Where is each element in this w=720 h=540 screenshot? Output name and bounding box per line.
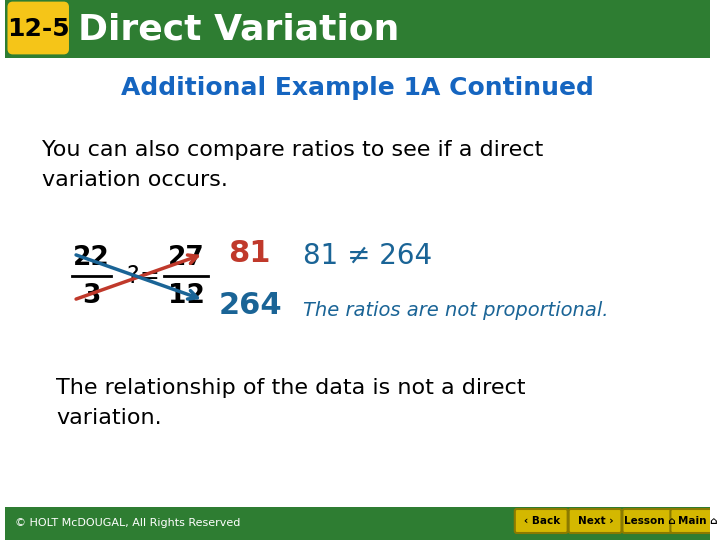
FancyBboxPatch shape xyxy=(5,507,709,540)
Text: 81 ≠ 264: 81 ≠ 264 xyxy=(303,242,433,270)
FancyBboxPatch shape xyxy=(670,509,720,533)
Text: Additional Example 1A Continued: Additional Example 1A Continued xyxy=(121,76,594,100)
Text: Next ›: Next › xyxy=(578,516,613,526)
Text: 27: 27 xyxy=(168,245,204,271)
Text: 22: 22 xyxy=(73,245,109,271)
Text: =: = xyxy=(140,264,160,288)
Text: 3: 3 xyxy=(82,283,100,309)
FancyBboxPatch shape xyxy=(515,509,567,533)
Text: Main ⌂: Main ⌂ xyxy=(678,516,718,526)
FancyBboxPatch shape xyxy=(569,509,621,533)
FancyBboxPatch shape xyxy=(5,0,709,58)
Text: ‹ Back: ‹ Back xyxy=(524,516,560,526)
Text: Direct Variation: Direct Variation xyxy=(78,13,400,47)
Text: ?: ? xyxy=(126,264,138,288)
Text: Lesson ⌂: Lesson ⌂ xyxy=(624,516,675,526)
FancyBboxPatch shape xyxy=(623,509,675,533)
Text: 12: 12 xyxy=(168,283,204,309)
Text: © HOLT McDOUGAL, All Rights Reserved: © HOLT McDOUGAL, All Rights Reserved xyxy=(14,518,240,528)
Text: You can also compare ratios to see if a direct
variation occurs.: You can also compare ratios to see if a … xyxy=(42,140,544,190)
FancyBboxPatch shape xyxy=(9,3,68,53)
Text: 81: 81 xyxy=(228,240,271,268)
Text: 12-5: 12-5 xyxy=(7,17,70,41)
Text: The ratios are not proportional.: The ratios are not proportional. xyxy=(303,300,609,320)
Text: The relationship of the data is not a direct
variation.: The relationship of the data is not a di… xyxy=(56,378,526,428)
Text: 264: 264 xyxy=(218,292,282,321)
